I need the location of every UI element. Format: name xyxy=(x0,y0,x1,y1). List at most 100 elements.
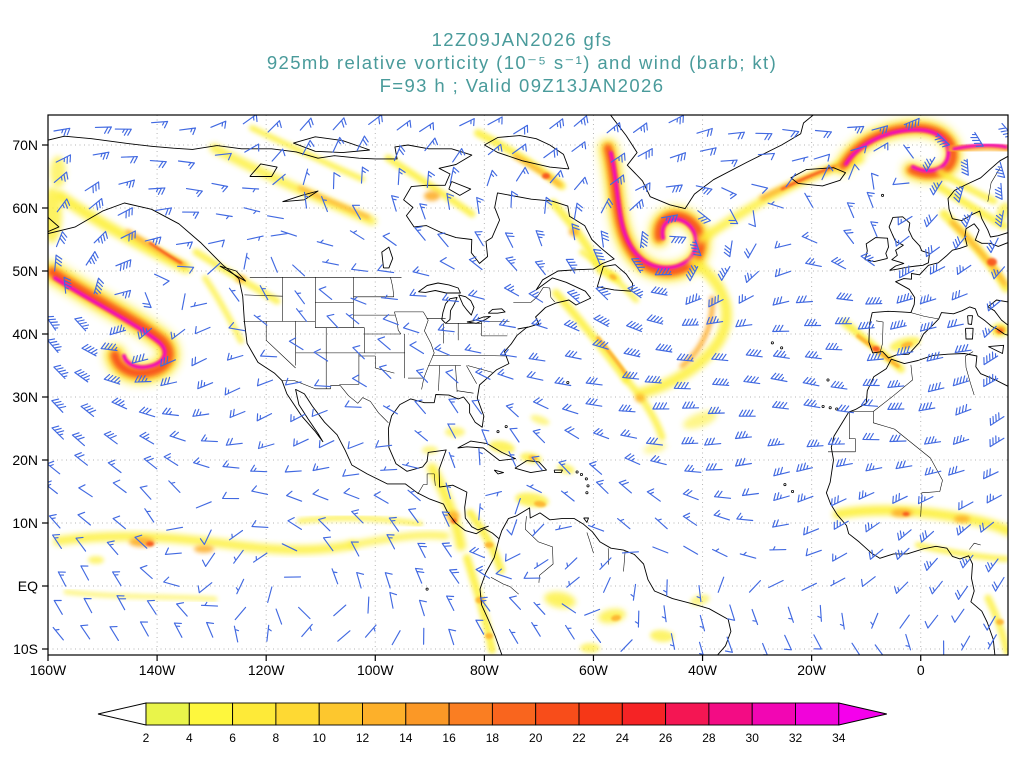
wind-barb xyxy=(368,115,383,125)
wind-barb xyxy=(797,493,814,503)
wind-barb xyxy=(983,468,999,480)
wind-barb xyxy=(813,153,831,162)
wind-barb xyxy=(755,132,773,141)
wind-barb xyxy=(117,207,133,219)
wind-barb xyxy=(233,549,244,564)
colorbar-segment xyxy=(578,702,623,726)
wind-barb xyxy=(74,369,90,383)
wind-barb xyxy=(929,180,943,196)
wind-barb xyxy=(986,237,999,254)
wind-barb xyxy=(650,455,667,466)
wind-barb xyxy=(685,265,699,282)
wind-barb xyxy=(185,188,203,198)
wind-barb xyxy=(161,407,179,417)
wind-barb xyxy=(52,534,62,549)
x-axis-labels: 160W 140W 120W 100W 80W 60W 40W 20W 0 xyxy=(30,655,925,678)
wind-barb xyxy=(751,608,759,626)
wind-barb xyxy=(437,232,449,248)
wind-barb xyxy=(402,462,419,469)
wind-barb xyxy=(200,434,218,443)
wind-barb xyxy=(378,364,392,379)
wind-barb xyxy=(318,286,333,300)
wind-barb xyxy=(767,438,785,447)
wind-barb xyxy=(624,453,641,465)
wind-barb xyxy=(112,515,126,530)
wind-barb xyxy=(515,166,529,182)
wind-barb xyxy=(532,523,545,537)
wind-barb xyxy=(48,514,61,529)
wind-barb xyxy=(88,198,104,211)
wind-barb xyxy=(343,487,360,500)
x-axis-tick-label: 120W xyxy=(248,662,285,678)
wind-barb xyxy=(409,341,425,355)
y-axis-labels: 70N 60N 50N 40N 30N 20N 10N EQ 10S xyxy=(12,137,48,657)
wind-barb xyxy=(676,353,694,362)
wind-barb xyxy=(549,169,564,184)
y-axis-tick-label: 10S xyxy=(13,641,38,657)
wind-barb xyxy=(301,623,313,638)
wind-barb xyxy=(142,292,152,309)
wind-barb xyxy=(665,184,683,193)
wind-barb xyxy=(531,318,548,329)
colorbar-tick-label: 32 xyxy=(789,731,803,745)
wind-barb xyxy=(634,610,640,628)
wind-barb xyxy=(866,191,875,208)
wind-barb xyxy=(505,403,519,418)
wind-barb xyxy=(54,254,63,272)
wind-barb xyxy=(448,451,456,469)
wind-barb xyxy=(960,635,971,651)
wind-barb xyxy=(417,542,427,559)
wind-barb xyxy=(290,413,306,423)
wind-barb xyxy=(53,127,71,136)
wind-barb xyxy=(772,349,790,359)
wind-barb xyxy=(109,626,119,641)
wind-barb xyxy=(983,351,999,366)
colorbar-segment xyxy=(232,702,277,726)
wind-barb xyxy=(243,207,261,215)
wind-barb xyxy=(727,604,736,621)
wind-barb xyxy=(923,557,938,571)
wind-barb xyxy=(80,624,91,640)
wind-barb xyxy=(350,296,367,305)
wind-barb xyxy=(804,350,822,360)
wind-barb xyxy=(654,517,668,530)
wind-barb xyxy=(499,348,517,358)
wind-barb xyxy=(197,582,213,594)
wind-barb xyxy=(705,463,723,471)
wind-barb xyxy=(989,412,1005,426)
wind-barb xyxy=(956,264,972,275)
wind-barb xyxy=(804,318,822,327)
wind-barb xyxy=(712,548,728,558)
wind-barb xyxy=(155,207,173,216)
wind-barb xyxy=(650,286,668,296)
wind-barb xyxy=(894,581,909,594)
wind-barb xyxy=(646,488,661,502)
colorbar-tick-label: 34 xyxy=(832,731,846,745)
wind-barb xyxy=(345,313,360,325)
wind-barb xyxy=(986,493,1002,504)
wind-barb xyxy=(468,289,485,300)
wind-barb xyxy=(313,348,329,362)
wind-barb xyxy=(426,170,435,188)
wind-barb xyxy=(744,243,757,259)
wind-barb xyxy=(951,289,968,301)
wind-barb xyxy=(322,259,339,266)
wind-barb xyxy=(531,622,541,637)
wind-barb xyxy=(434,344,450,356)
wind-barb xyxy=(571,141,587,152)
wind-barb xyxy=(206,621,215,638)
wind-barb xyxy=(743,375,761,385)
wind-barb xyxy=(535,230,545,247)
wind-barb xyxy=(735,457,752,467)
wind-barb xyxy=(593,428,610,440)
wind-barb xyxy=(267,215,284,220)
colorbar-tick-label: 18 xyxy=(486,731,500,745)
wind-barb xyxy=(531,455,543,471)
wind-barb xyxy=(610,152,626,163)
colorbar-segment xyxy=(535,702,580,726)
wind-barb xyxy=(377,336,391,351)
wind-barb xyxy=(592,339,609,350)
wind-barb xyxy=(532,428,546,444)
wind-barb xyxy=(565,258,578,274)
wind-barb xyxy=(791,156,809,162)
